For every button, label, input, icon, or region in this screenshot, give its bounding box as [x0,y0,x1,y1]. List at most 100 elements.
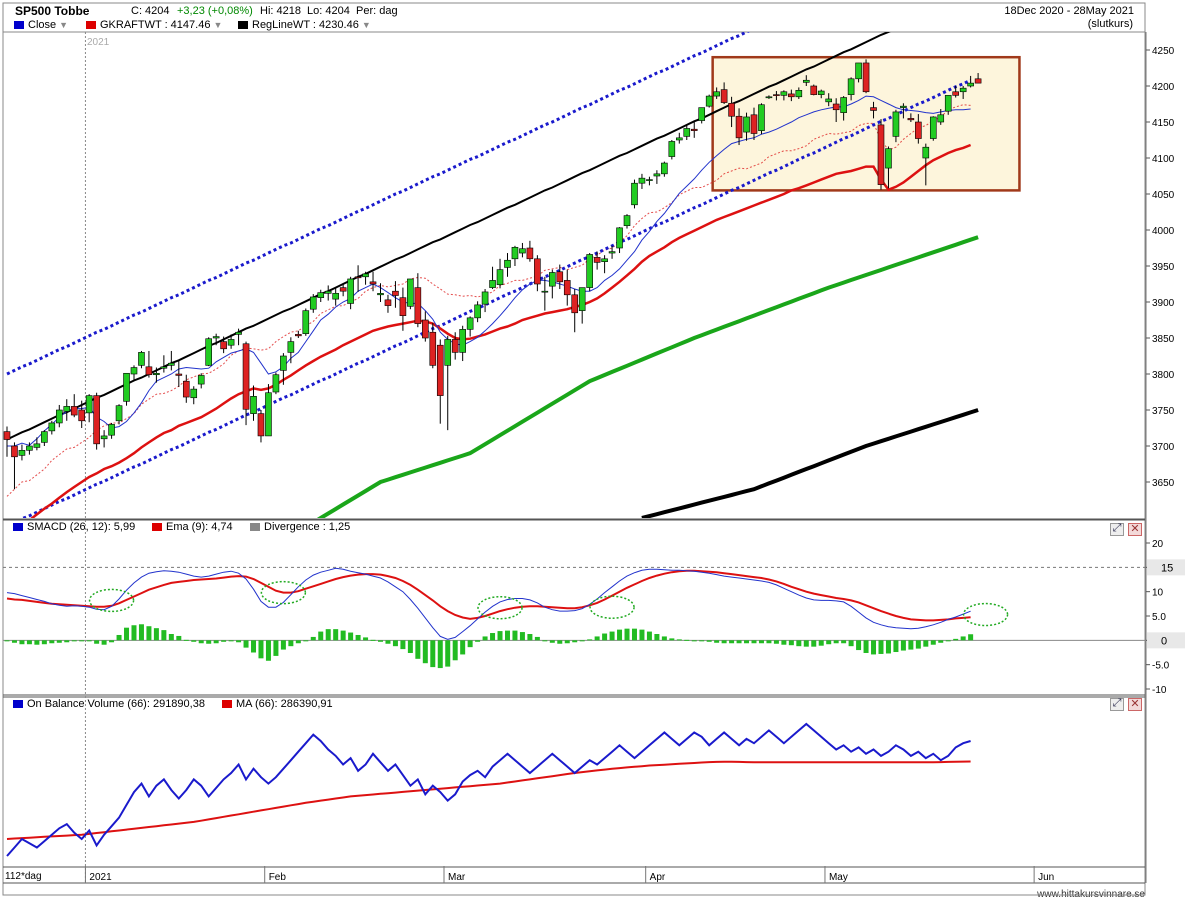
divergence-bar [788,640,794,646]
candle [496,269,504,286]
candle [212,336,220,339]
y-label-3750: 3750 [1152,406,1175,417]
candle [608,251,616,254]
candle [623,215,631,226]
macd-y-highlight [1147,559,1185,576]
y-label-4050: 4050 [1152,190,1175,201]
legend-divergence-swatch [250,523,260,532]
y-label-3850: 3850 [1152,334,1175,345]
divergence-bar [609,631,615,641]
candle [474,304,481,319]
divergence-bar [422,640,428,664]
obv-zoom-button[interactable]: ⤢ [1110,697,1124,711]
candle [937,114,945,123]
x-label-feb: Feb [269,872,287,883]
candle [265,392,272,437]
divergence-bar [624,628,630,641]
divergence-bar [631,628,637,641]
divergence-bar [587,639,593,641]
candle [451,339,459,353]
legend-gkraft[interactable]: GKRAFTWT : 4147.46 ▼ [86,19,222,31]
divergence-bar [251,640,257,653]
divergence-bar [923,640,929,647]
candle [130,367,138,375]
legend-regline[interactable]: RegLineWT : 4230.46 ▼ [238,19,371,31]
y-label-4100: 4100 [1152,154,1175,165]
legend-obv[interactable]: On Balance Volume (66): 291890,38 [13,698,205,710]
macd-zoom-button[interactable]: ⤢ [1110,522,1124,536]
candle [735,115,743,139]
candle [48,422,56,432]
legend-obv-ma[interactable]: MA (66): 286390,91 [222,698,333,710]
candle [959,87,967,93]
legend-close[interactable]: Close ▼ [14,19,68,31]
candle [638,177,646,184]
candle [974,78,982,84]
close-value: C: 4204 [131,5,170,17]
legend-smacd[interactable]: SMACD (26, 12): 5,99 [13,521,135,533]
legend-gkraft-swatch [86,21,96,30]
candle [743,116,750,133]
divergence-bar [280,640,286,650]
crossover-marker [88,588,135,613]
outer-frame [2,2,1146,896]
divergence-bar [71,640,77,642]
divergence-bar [49,640,55,644]
legend-divergence[interactable]: Divergence : 1,25 [250,521,350,533]
divergence-bar [452,640,458,661]
obv-ma-series [6,760,971,840]
candle [235,331,242,335]
candle [750,114,758,134]
divergence-bar [138,624,144,641]
candle [220,341,227,350]
ema-series [6,569,971,622]
divergence-bar [534,636,540,641]
divergence-bar [893,640,899,653]
macd-y-label--5.0: -5.0 [1152,661,1170,672]
candle [399,297,407,316]
candle [892,111,900,137]
candle [877,124,885,185]
candle [302,310,310,334]
divergence-bar [512,630,518,641]
divergence-bar [198,640,204,644]
candle [55,409,63,424]
low-value: Lo: 4204 [307,5,350,17]
divergence-bar [265,640,271,661]
divergence-bar [475,640,481,642]
macd-close-button[interactable]: ✕ [1128,523,1142,536]
x-label-may: May [829,872,848,883]
legend-ema[interactable]: Ema (9): 4,74 [152,521,233,533]
candle [41,431,48,443]
candle [182,380,190,398]
macd-y-highlight [1147,632,1185,649]
candle [160,366,168,369]
divergence-bar [445,640,451,667]
divergence-bar [482,636,488,641]
divergence-bar [26,640,32,645]
divergence-bar [206,640,212,644]
date-range: 18Dec 2020 - 28May 2021 [1004,5,1134,17]
divergence-bar [490,633,496,641]
candle [190,388,198,399]
candle [205,338,212,366]
divergence-bar [661,636,667,641]
divergence-bar [333,629,339,641]
candle [115,405,123,422]
macd-y-label-5.0: 5.0 [1152,612,1166,623]
candle [646,179,653,181]
divergence-bar [94,640,100,644]
divergence-bar [385,640,391,644]
macd-y-label-10: 10 [1152,588,1164,599]
obv-close-button[interactable]: ✕ [1128,698,1142,711]
x-label-2021: 2021 [89,872,112,883]
candle [825,98,833,103]
divergence-bar [938,640,944,643]
divergence-bar [34,640,40,645]
candle [765,96,773,99]
candle [362,273,369,278]
divergence-bar [236,640,242,643]
high-value: Hi: 4218 [260,5,301,17]
candle [332,293,339,300]
